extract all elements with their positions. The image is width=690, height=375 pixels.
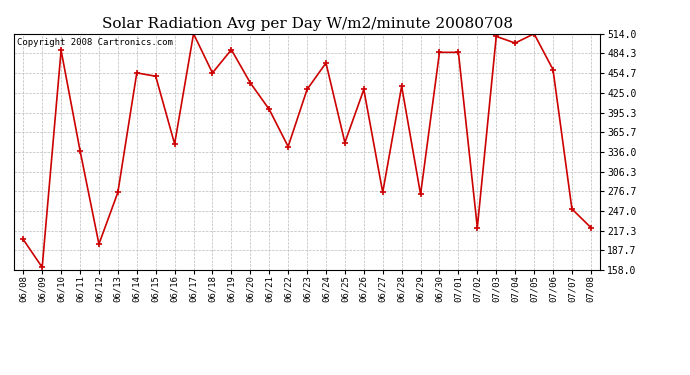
Title: Solar Radiation Avg per Day W/m2/minute 20080708: Solar Radiation Avg per Day W/m2/minute … <box>101 17 513 31</box>
Text: Copyright 2008 Cartronics.com: Copyright 2008 Cartronics.com <box>17 39 172 48</box>
